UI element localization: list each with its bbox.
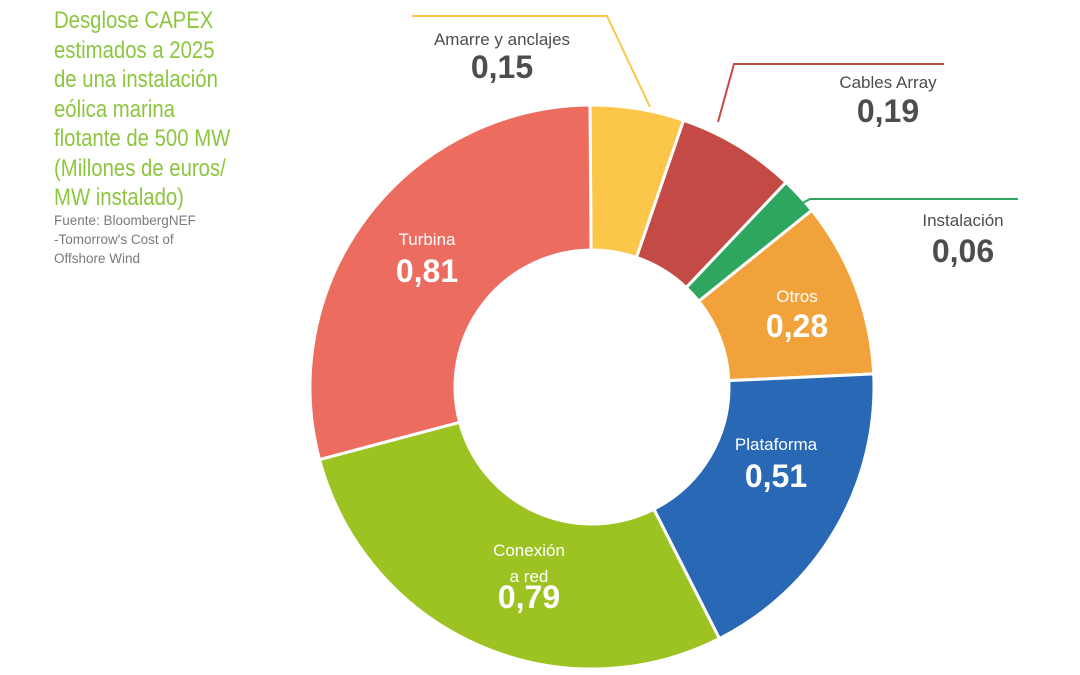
slice-label: Cables Array [839,73,937,92]
slice-value: 0,81 [396,253,458,289]
slice-value: 0,19 [857,93,919,129]
slice-plataforma [652,372,876,641]
slice-label: Amarre y anclajes [434,30,570,49]
slice-value: 0,28 [766,308,828,344]
title-line: de una instalación [54,66,218,93]
slice-turbina [308,103,593,462]
slice-value: 0,51 [745,458,807,494]
slice-label: Conexión [493,541,565,560]
chart-source: Fuente: BloombergNEF -Tomorrow's Cost of O… [54,211,254,268]
slice-label: a red [510,567,549,586]
title-line: MW instalado) [54,184,184,211]
source-line: Offshore Wind [54,251,141,266]
slice-value: 0,06 [932,233,994,269]
slice-value: 0,15 [471,49,533,85]
callout-line-instalacion [798,198,1018,206]
callout-line-cables-array [717,63,944,123]
title-line: eólica marina [54,95,175,123]
title-line: (Millones de euros/ [54,154,226,182]
slice-label: Instalación [922,211,1003,230]
slice-label: Plataforma [735,435,818,454]
slice-conexion-a-red [318,420,721,671]
chart-title: Desglose CAPEX estimados a 2025 de una ins… [54,6,262,213]
slice-label: Otros [776,287,818,306]
slice-value: 0,79 [498,579,560,615]
source-line: Fuente: BloombergNEF [54,213,196,228]
slice-label: Turbina [398,230,456,249]
title-line: flotante de 500 MW [54,125,231,152]
callout-line-amarre-y-anclajes [412,15,651,108]
title-line: Desglose CAPEX [54,7,214,34]
source-line: -Tomorrow's Cost of [54,232,174,247]
title-line: estimados a 2025 [54,36,215,64]
